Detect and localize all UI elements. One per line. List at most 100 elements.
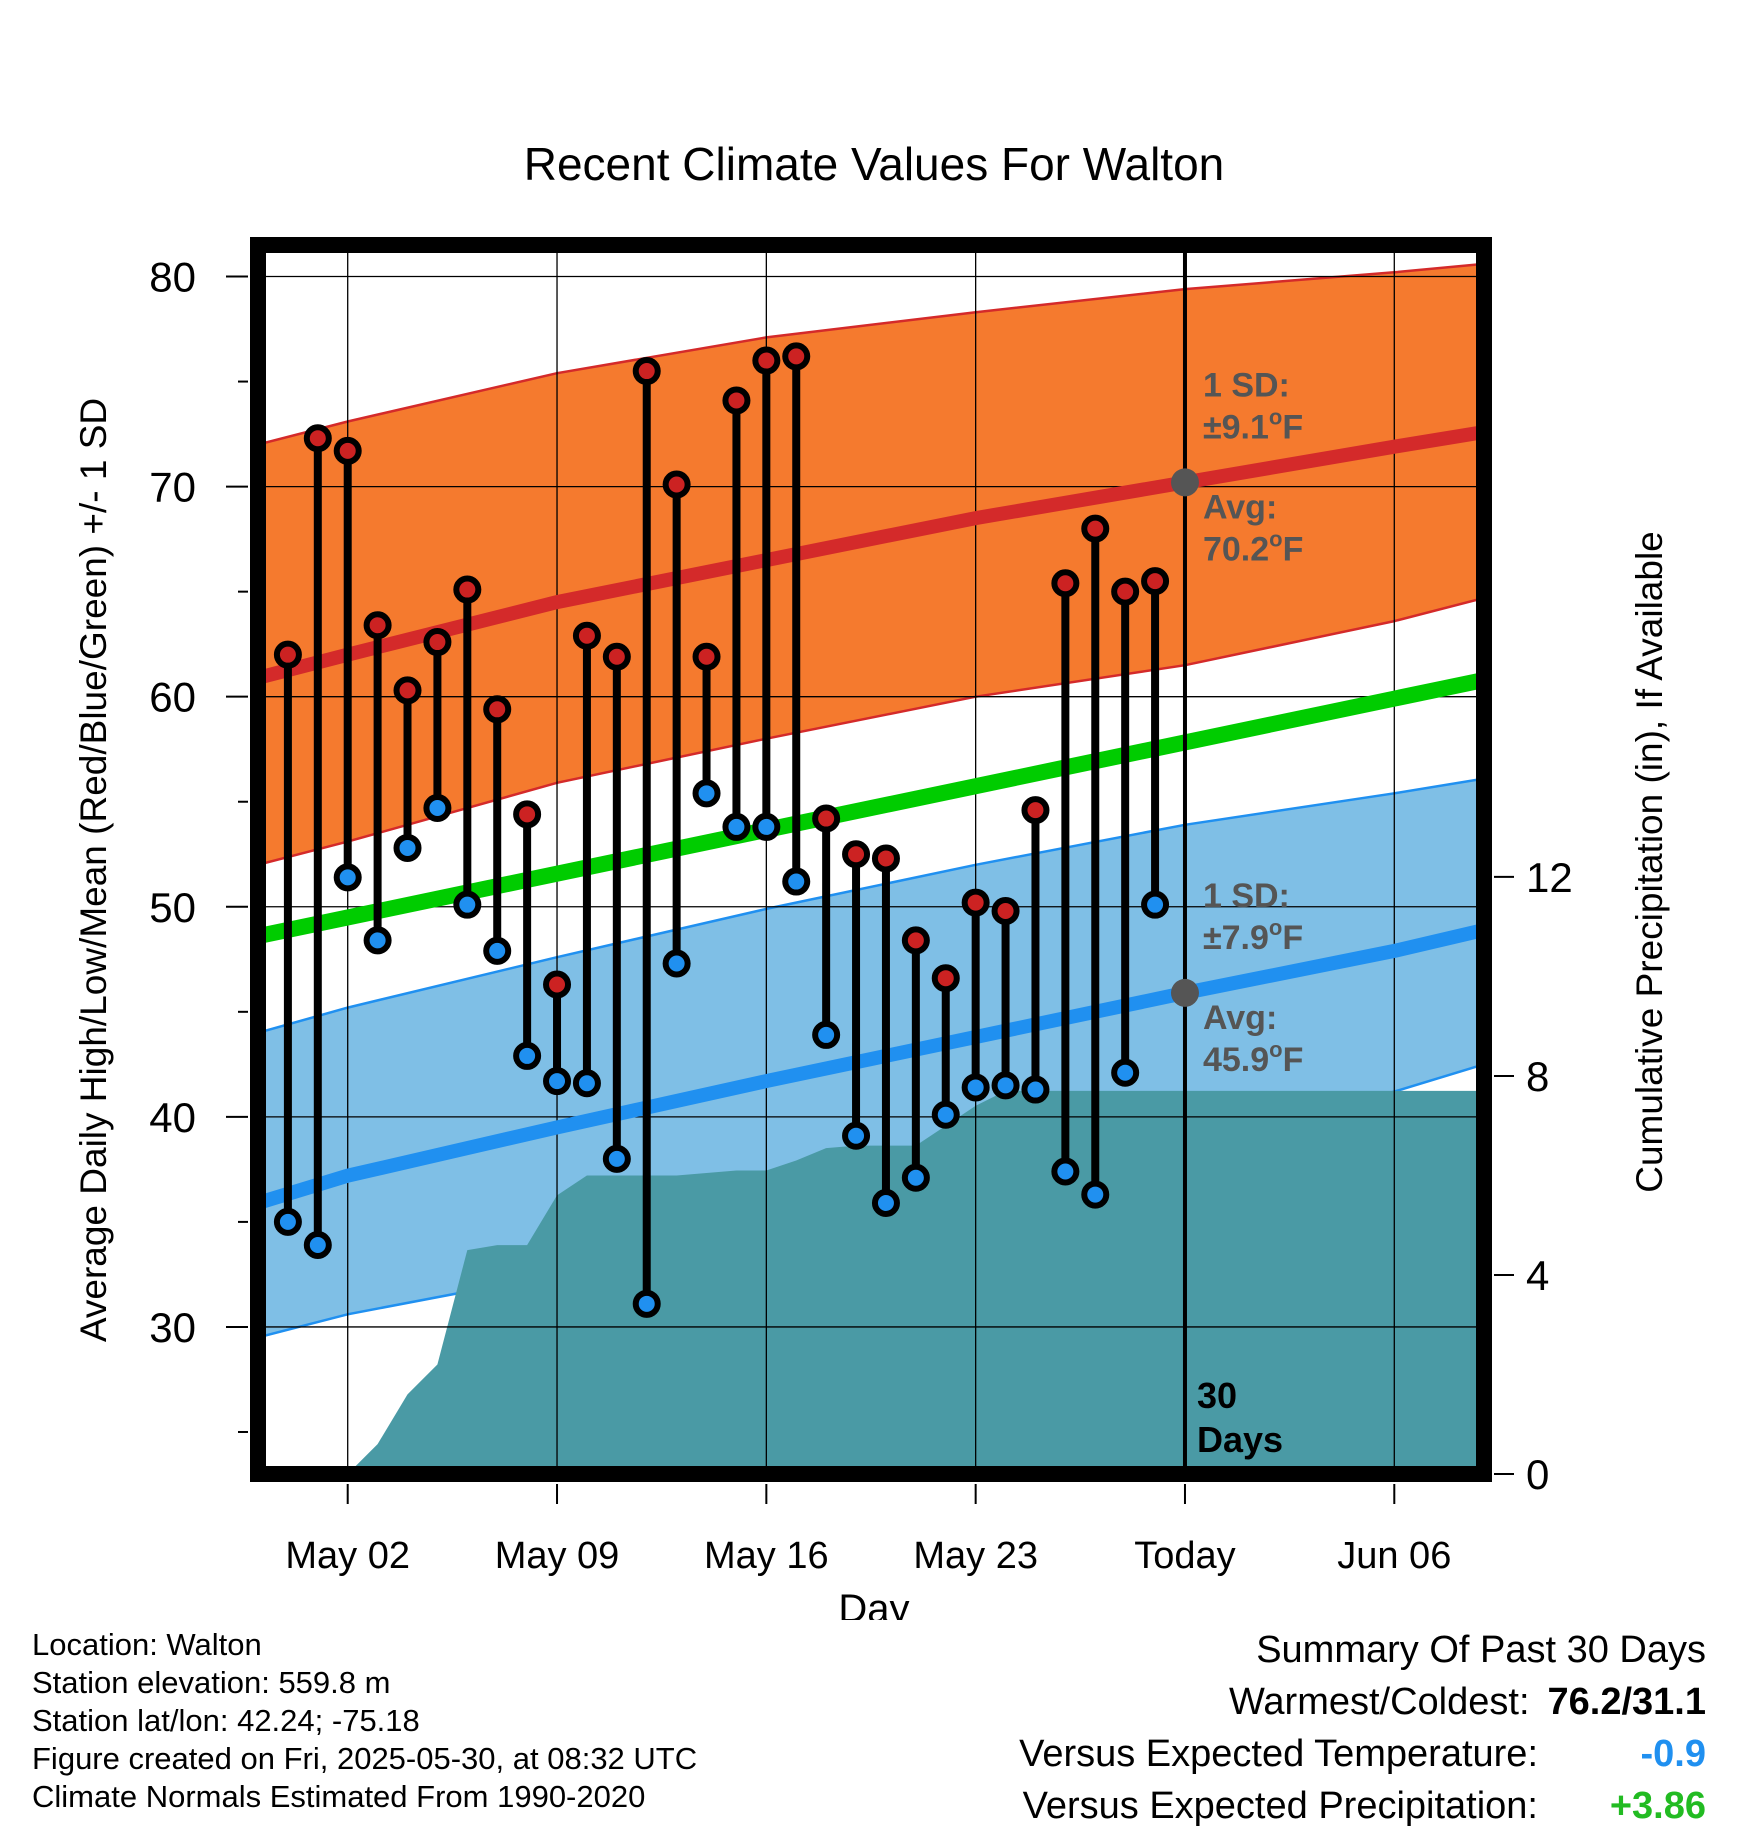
high-avg-value-unit: F [1283,530,1304,568]
observed-high-point [453,575,482,604]
chart-title: Recent Climate Values For Walton [524,138,1225,190]
summary-panel: Summary Of Past 30 Days Warmest/Coldest:… [1019,1624,1706,1832]
observed-low-point [812,1020,841,1049]
observed-low-point [961,1073,990,1102]
observed-low-point [303,1231,332,1260]
high-lower-edge [258,596,1484,867]
observed-high-point [1021,796,1050,825]
y-tick-label: 40 [149,1094,196,1141]
today-high-avg-marker [1170,468,1199,497]
climate-chart: Recent Climate Values For Walton 1 SD: ±9… [73,138,1670,1620]
y2-tick-label: 4 [1526,1252,1549,1299]
low-sd-label: 1 SD: [1203,877,1290,915]
observed-low-point [602,1144,631,1173]
normal-low-line [258,923,1484,1210]
cumulative-precip-area [347,1090,1484,1474]
observed-low-point [363,926,392,955]
y-tick-label: 80 [149,254,196,301]
y2-tick-label: 8 [1526,1053,1549,1100]
observed-high-point [662,470,691,499]
temp-anomaly-value: -0.9 [1640,1733,1706,1775]
summary-temp: Versus Expected Temperature: -0.9 [1019,1728,1706,1780]
observed-low-point [393,833,422,862]
observed-low-point [453,890,482,919]
climate-normals-note: Climate Normals Estimated From 1990-2020 [32,1779,646,1814]
observed-low-point [1111,1058,1140,1087]
y2-axis-label: Cumulative Precipitation (in), If Availa… [1629,531,1670,1193]
observed-high-point [1051,569,1080,598]
observed-low-point [333,863,362,892]
observed-high-point [752,346,781,375]
observed-high-point [961,888,990,917]
station-elevation: Station elevation: 559.8 m [32,1665,391,1700]
observed-high-point [363,611,392,640]
observed-low-point [273,1207,302,1236]
high-sd-value-unit: F [1282,408,1303,446]
summary-warm-cold: Warmest/Coldest: 76.2/31.1 [1019,1676,1706,1728]
observed-high-point [483,695,512,724]
observed-high-point [1141,567,1170,596]
high-sd-value: ±9.1oF [1203,404,1303,446]
x-tick-label: Jun 06 [1337,1535,1451,1577]
x-tick-label: May 23 [913,1535,1038,1577]
temp-anomaly-label: Versus Expected Temperature: [1019,1733,1538,1775]
figure-created: Figure created on Fri, 2025-05-30, at 08… [32,1741,698,1776]
today-days-label: Days [1197,1419,1283,1460]
precip-anomaly-label: Versus Expected Precipitation: [1022,1785,1538,1827]
observed-low-point [901,1163,930,1192]
station-latlon: Station lat/lon: 42.24; -75.18 [32,1703,420,1738]
high-avg-value: 70.2oF [1203,526,1303,568]
observed-high-point [1111,577,1140,606]
x-tick-label: Today [1134,1535,1235,1577]
x-axis-label: Day [838,1587,909,1620]
observed-high-point [931,964,960,993]
low-avg-label: Avg: [1203,999,1277,1037]
high-upper-edge [258,262,1484,446]
low-sd-value: ±7.9oF [1203,915,1303,957]
low-upper-edge [258,777,1484,1035]
y-axis-label: Average Daily High/Low/Mean (Red/Blue/Gr… [73,398,114,1342]
low-avg-value: 45.9oF [1203,1037,1303,1079]
y-tick-label: 50 [149,884,196,931]
high-sd-value-degree: o [1269,404,1282,429]
observed-high-point [303,424,332,453]
x-tick-label: May 16 [704,1535,829,1577]
observed-high-point [1081,514,1110,543]
station-location: Location: Walton [32,1627,262,1662]
observed-low-point [1081,1180,1110,1209]
today-days-label: 30 [1197,1375,1237,1416]
observed-low-point [931,1100,960,1129]
today-low-avg-marker [1170,978,1199,1007]
observed-low-point [572,1069,601,1098]
station-info: Location: Walton Station elevation: 559.… [32,1626,697,1816]
summary-title: Summary Of Past 30 Days [1256,1629,1706,1671]
high-sd-band [258,263,1484,865]
observed-high-point [871,844,900,873]
observed-low-point [1051,1157,1080,1186]
observed-high-point [333,436,362,465]
observed-high-point [782,342,811,371]
low-avg-value-degree: o [1269,1037,1282,1062]
y-tick-label: 60 [149,674,196,721]
low-sd-value-unit: F [1282,919,1303,957]
observed-low-point [513,1041,542,1070]
observed-low-point [692,779,721,808]
high-avg-value-degree: o [1269,526,1282,551]
observed-high-point [572,621,601,650]
observed-high-point [513,800,542,829]
observed-high-point [812,804,841,833]
observed-high-point [901,926,930,955]
y2-tick-label: 12 [1526,854,1573,901]
observed-low-point [1021,1075,1050,1104]
y2-tick-label: 0 [1526,1451,1549,1498]
observed-high-point [423,628,452,657]
observed-low-point [1141,890,1170,919]
observed-low-point [423,794,452,823]
observed-low-point [871,1188,900,1217]
y-tick-label: 70 [149,464,196,511]
warm-cold-value: 76.2/31.1 [1547,1681,1706,1723]
high-avg-label: Avg: [1203,488,1277,526]
observed-high-point [722,386,751,415]
